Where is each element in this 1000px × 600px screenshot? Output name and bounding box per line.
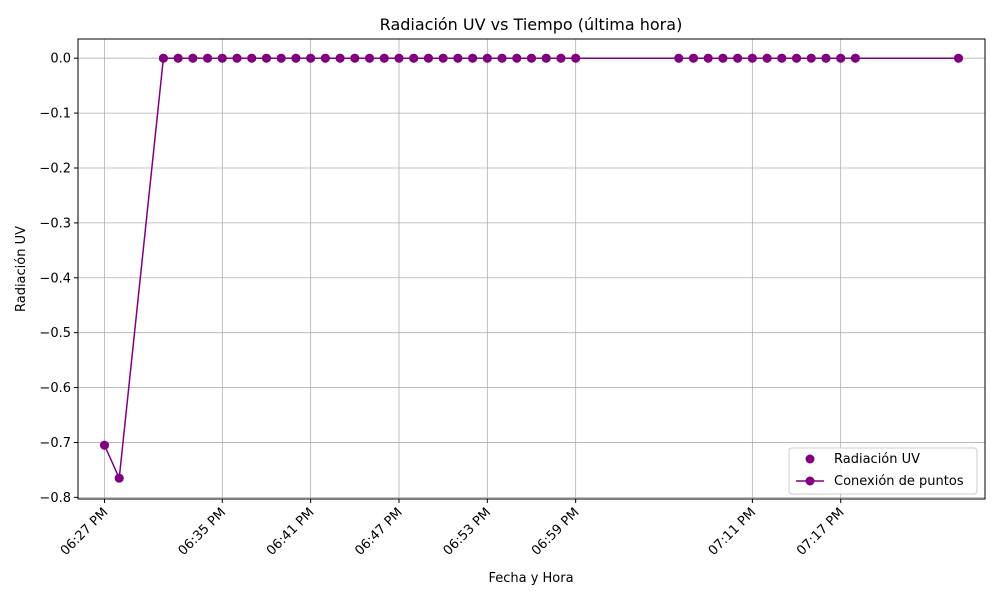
legend-scatter-marker bbox=[805, 454, 815, 464]
line-marker bbox=[571, 53, 581, 63]
line-marker bbox=[409, 53, 419, 63]
line-marker bbox=[527, 53, 536, 63]
line-marker bbox=[674, 53, 684, 63]
legend: Radiación UV Conexión de puntos bbox=[788, 447, 978, 495]
line-marker bbox=[379, 53, 389, 63]
line-marker bbox=[777, 53, 787, 63]
y-tick-label: −0.3 bbox=[39, 216, 71, 231]
line-marker bbox=[320, 53, 330, 63]
line-marker bbox=[703, 53, 713, 63]
line-marker bbox=[468, 53, 478, 63]
line-marker bbox=[438, 53, 448, 63]
line-marker bbox=[836, 53, 846, 63]
line-marker bbox=[232, 53, 242, 63]
y-tick-label: −0.2 bbox=[39, 161, 71, 176]
line-marker bbox=[158, 53, 168, 63]
line-marker bbox=[850, 53, 860, 63]
line-marker bbox=[335, 53, 345, 63]
line-marker bbox=[953, 53, 963, 63]
legend-box bbox=[788, 447, 978, 495]
line-marker bbox=[261, 53, 271, 63]
y-tick-label: 0.0 bbox=[50, 52, 71, 67]
line-marker bbox=[747, 53, 757, 63]
line-marker bbox=[512, 53, 522, 63]
line-marker bbox=[821, 53, 831, 63]
line-marker bbox=[365, 53, 375, 63]
line-marker bbox=[203, 53, 213, 63]
line-marker bbox=[394, 53, 404, 63]
line-marker bbox=[482, 53, 492, 63]
x-axis-label: Fecha y Hora bbox=[488, 571, 573, 586]
line-marker bbox=[792, 53, 802, 63]
y-tick-label: −0.7 bbox=[39, 436, 71, 451]
chart-title: Radiación UV vs Tiempo (última hora) bbox=[380, 15, 683, 34]
line-marker bbox=[173, 53, 183, 63]
line-marker bbox=[541, 53, 551, 63]
line-marker bbox=[306, 53, 316, 63]
line-marker bbox=[497, 53, 507, 63]
line-marker bbox=[453, 53, 463, 63]
y-tick-label: −0.8 bbox=[39, 491, 71, 506]
line-marker bbox=[217, 53, 227, 63]
legend-label-line: Conexión de puntos bbox=[834, 474, 964, 489]
legend-line-marker bbox=[805, 476, 815, 486]
line-marker bbox=[276, 53, 286, 63]
legend-label-scatter: Radiación UV bbox=[834, 452, 920, 467]
line-marker bbox=[423, 53, 433, 63]
y-tick-label: −0.5 bbox=[39, 326, 71, 341]
line-marker bbox=[114, 473, 124, 483]
line-marker bbox=[291, 53, 301, 63]
line-marker bbox=[688, 53, 698, 63]
line-marker bbox=[188, 53, 198, 63]
line-marker bbox=[733, 53, 743, 63]
y-axis-label: Radiación UV bbox=[14, 226, 29, 312]
line-marker bbox=[762, 53, 772, 63]
line-marker bbox=[247, 53, 257, 63]
y-tick-label: −0.4 bbox=[39, 271, 71, 286]
y-tick-label: −0.1 bbox=[39, 107, 71, 122]
line-marker bbox=[718, 53, 728, 63]
line-marker bbox=[100, 440, 110, 450]
line-marker bbox=[806, 53, 816, 63]
plot-series bbox=[100, 53, 963, 483]
line-marker bbox=[350, 53, 360, 63]
grid bbox=[78, 39, 985, 499]
plot-frame bbox=[77, 38, 986, 500]
y-tick-label: −0.6 bbox=[39, 381, 71, 396]
line-marker bbox=[556, 53, 566, 63]
